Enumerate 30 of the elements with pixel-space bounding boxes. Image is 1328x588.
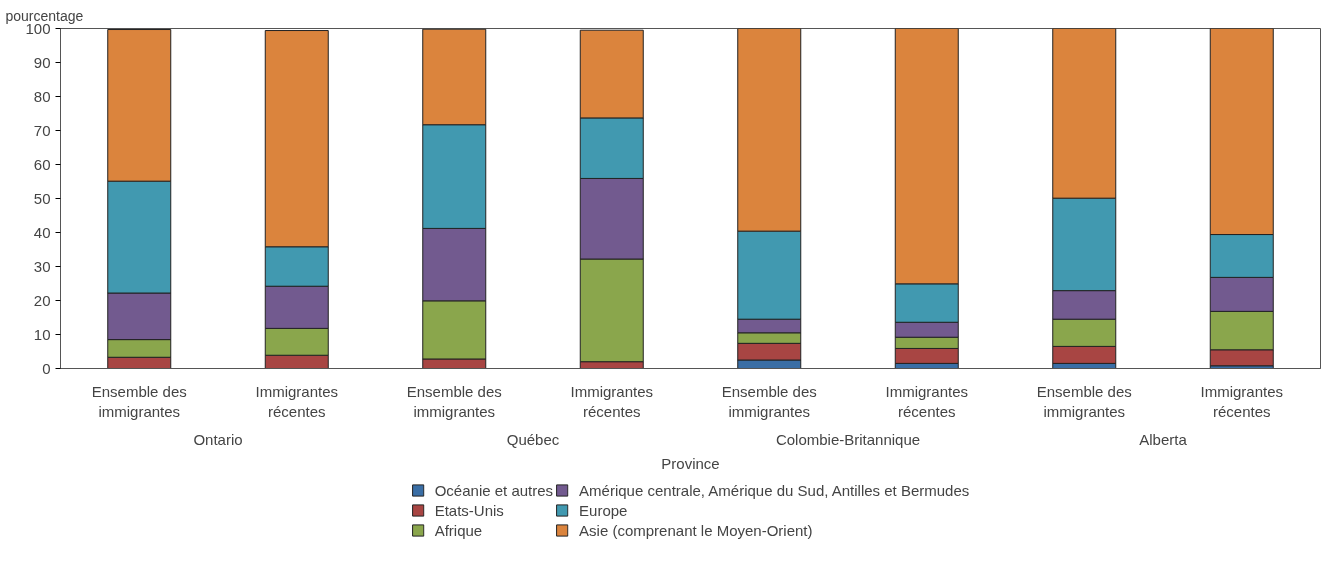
y-tick-label: 30 xyxy=(33,257,51,275)
text: Alberta xyxy=(1139,430,1188,448)
y-tick-label: 70 xyxy=(33,121,51,139)
legend-label: Asie (comprenant le Moyen-Orient) xyxy=(579,521,813,539)
y-tick-label: 40 xyxy=(33,223,51,241)
x-tick-label: Immigrantes récentes xyxy=(570,382,654,420)
x-tick-label: Immigrantes récentes xyxy=(1200,382,1284,420)
text: Colombie-Britannique xyxy=(775,430,921,448)
y-tick-label: 0 xyxy=(42,359,51,377)
y-tick-label: 50 xyxy=(33,189,51,207)
x-tick-label: Ensemble des immigrantes xyxy=(406,382,502,420)
text: Québec xyxy=(506,430,560,448)
legend-label: Europe xyxy=(579,501,628,519)
legend-label: Etats-Unis xyxy=(434,501,504,519)
x-tick-label: Immigrantes récentes xyxy=(255,382,339,420)
x-tick-label: Ensemble des immigrantes xyxy=(721,382,817,420)
y-tick-label: 90 xyxy=(33,53,51,71)
y-tick-label: 10 xyxy=(33,325,51,343)
x-axis-title: Province xyxy=(661,454,720,472)
y-tick-label: 60 xyxy=(33,155,51,173)
x-tick-label: Immigrantes récentes xyxy=(885,382,969,420)
y-tick-label: 80 xyxy=(33,87,51,105)
y-tick-label: 20 xyxy=(33,291,51,309)
x-tick-label: Ensemble des immigrantes xyxy=(1036,382,1132,420)
x-tick-label: Ensemble des immigrantes xyxy=(91,382,187,420)
legend-label: Océanie et autres xyxy=(434,481,554,499)
y-axis-title: pourcentage xyxy=(5,7,84,24)
legend-label: Afrique xyxy=(434,521,483,539)
text: Ontario xyxy=(193,430,243,448)
legend-label: Amérique centrale, Amérique du Sud, Antilles et Bermudes xyxy=(579,481,970,499)
